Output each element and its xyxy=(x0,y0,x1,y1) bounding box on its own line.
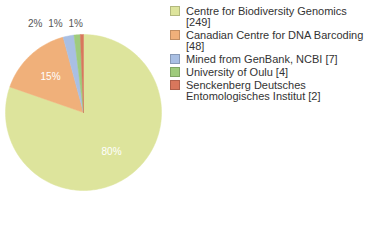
html-text:Canadian Centre for DNA Barcod: Canadian Centre for DNA Barcoding [48] xyxy=(186,29,364,52)
svg-text:15%: 15% xyxy=(41,71,61,82)
svg-text:1%: 1% xyxy=(48,18,63,29)
html-text:University of Oulu [4]: University of Oulu [4] xyxy=(186,66,289,78)
html-text:Mined from GenBank, NCBI [7]: Mined from GenBank, NCBI [7] xyxy=(186,53,338,65)
svg-text:1%: 1% xyxy=(68,18,83,29)
svg-text:2%: 2% xyxy=(28,18,43,29)
svg-text:80%: 80% xyxy=(102,146,122,157)
html-text:Centre for Biodiversity Genomi: Centre for Biodiversity Genomics [249] xyxy=(186,5,347,28)
html-text:Senckenberg Deutsches Entomolo: Senckenberg Deutsches Entomologisches In… xyxy=(186,79,321,102)
